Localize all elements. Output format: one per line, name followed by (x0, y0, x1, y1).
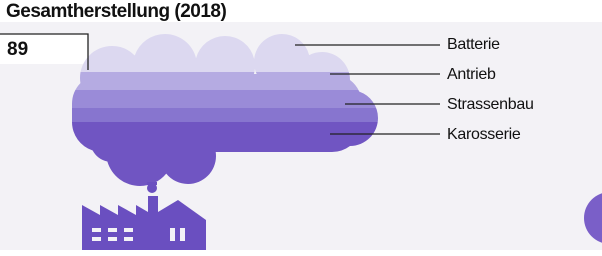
infographic: Gesamtherstellung (2018) 89 Batterie Ant… (0, 0, 602, 256)
title: Gesamtherstellung (2018) (6, 1, 226, 22)
legend-label: Karosserie (447, 126, 521, 143)
legend-label: Antrieb (447, 66, 496, 83)
bottom-band (0, 250, 602, 256)
value: 89 (7, 39, 28, 60)
legend-label: Batterie (447, 36, 500, 53)
legend-label: Strassenbau (447, 96, 534, 113)
